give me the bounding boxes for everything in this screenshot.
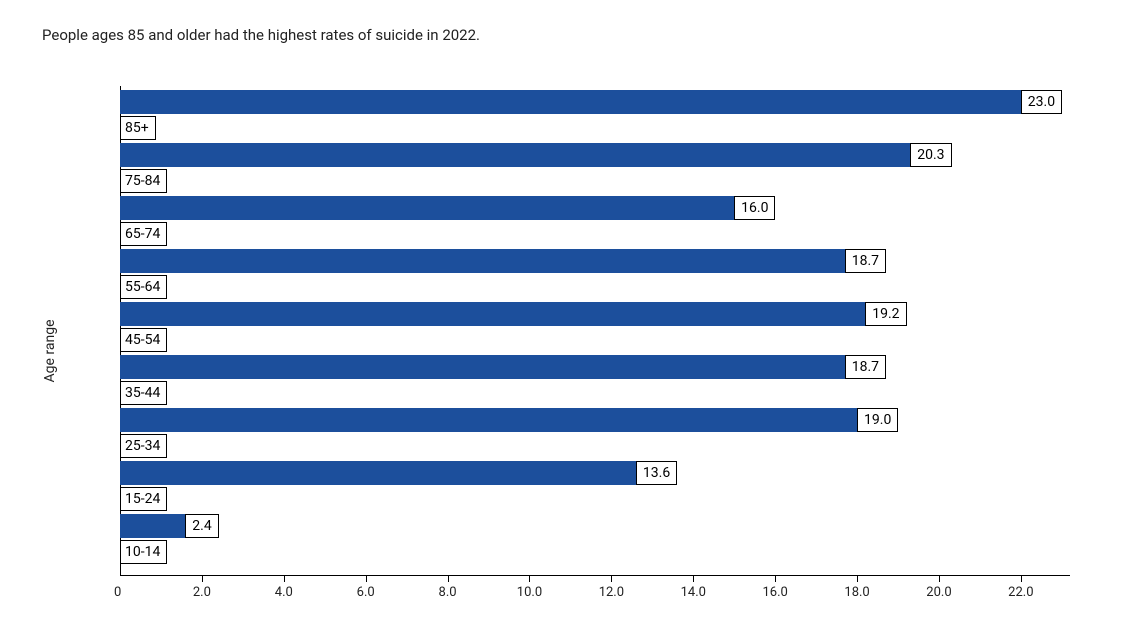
page: People ages 85 and older had the highest…: [0, 0, 1134, 641]
bar: [120, 302, 906, 326]
bar: [120, 90, 1062, 114]
x-tick-label: 6.0: [357, 585, 375, 600]
x-tick: [693, 576, 694, 582]
category-label: 65-74: [120, 222, 167, 246]
category-label: 85+: [120, 116, 156, 140]
x-axis: [120, 575, 1070, 576]
x-tick: [366, 576, 367, 582]
x-tick-label: 20.0: [926, 585, 951, 600]
value-label: 2.4: [185, 514, 218, 538]
category-label: 15-24: [120, 487, 167, 511]
value-label: 19.2: [865, 302, 906, 326]
x-tick-label: 4.0: [275, 585, 293, 600]
value-label: 16.0: [734, 196, 775, 220]
x-tick-label: 14.0: [681, 585, 706, 600]
category-label: 55-64: [120, 275, 167, 299]
bar: [120, 461, 677, 485]
category-label: 45-54: [120, 328, 167, 352]
value-label: 18.7: [845, 249, 886, 273]
bar: [120, 355, 886, 379]
x-tick-label: 18.0: [844, 585, 869, 600]
category-label: 25-34: [120, 434, 167, 458]
x-tick-label: 22.0: [1008, 585, 1033, 600]
x-tick-label: 16.0: [762, 585, 787, 600]
plot-area: 02.04.06.08.010.012.014.016.018.020.022.…: [120, 86, 1070, 576]
x-tick-label: 2.0: [193, 585, 211, 600]
category-label: 10-14: [120, 540, 167, 564]
bar: [120, 196, 775, 220]
value-label: 19.0: [857, 408, 898, 432]
value-label: 20.3: [910, 143, 951, 167]
x-tick: [611, 576, 612, 582]
x-tick: [202, 576, 203, 582]
bar: [120, 143, 951, 167]
value-label: 13.6: [636, 461, 677, 485]
x-tick: [529, 576, 530, 582]
x-tick: [775, 576, 776, 582]
x-tick-label: 10.0: [517, 585, 542, 600]
chart-container: Age range 02.04.06.08.010.012.014.016.01…: [70, 86, 1070, 616]
x-tick: [448, 576, 449, 582]
x-tick-label: 0: [114, 585, 121, 600]
x-tick: [857, 576, 858, 582]
x-tick: [1021, 576, 1022, 582]
value-label: 23.0: [1021, 90, 1062, 114]
y-axis-label: Age range: [42, 320, 58, 383]
x-tick: [939, 576, 940, 582]
chart-title: People ages 85 and older had the highest…: [42, 26, 480, 44]
value-label: 18.7: [845, 355, 886, 379]
category-label: 35-44: [120, 381, 167, 405]
x-tick: [284, 576, 285, 582]
bar: [120, 408, 898, 432]
x-tick-label: 8.0: [439, 585, 457, 600]
x-tick-label: 12.0: [599, 585, 624, 600]
category-label: 75-84: [120, 169, 167, 193]
bar: [120, 249, 886, 273]
